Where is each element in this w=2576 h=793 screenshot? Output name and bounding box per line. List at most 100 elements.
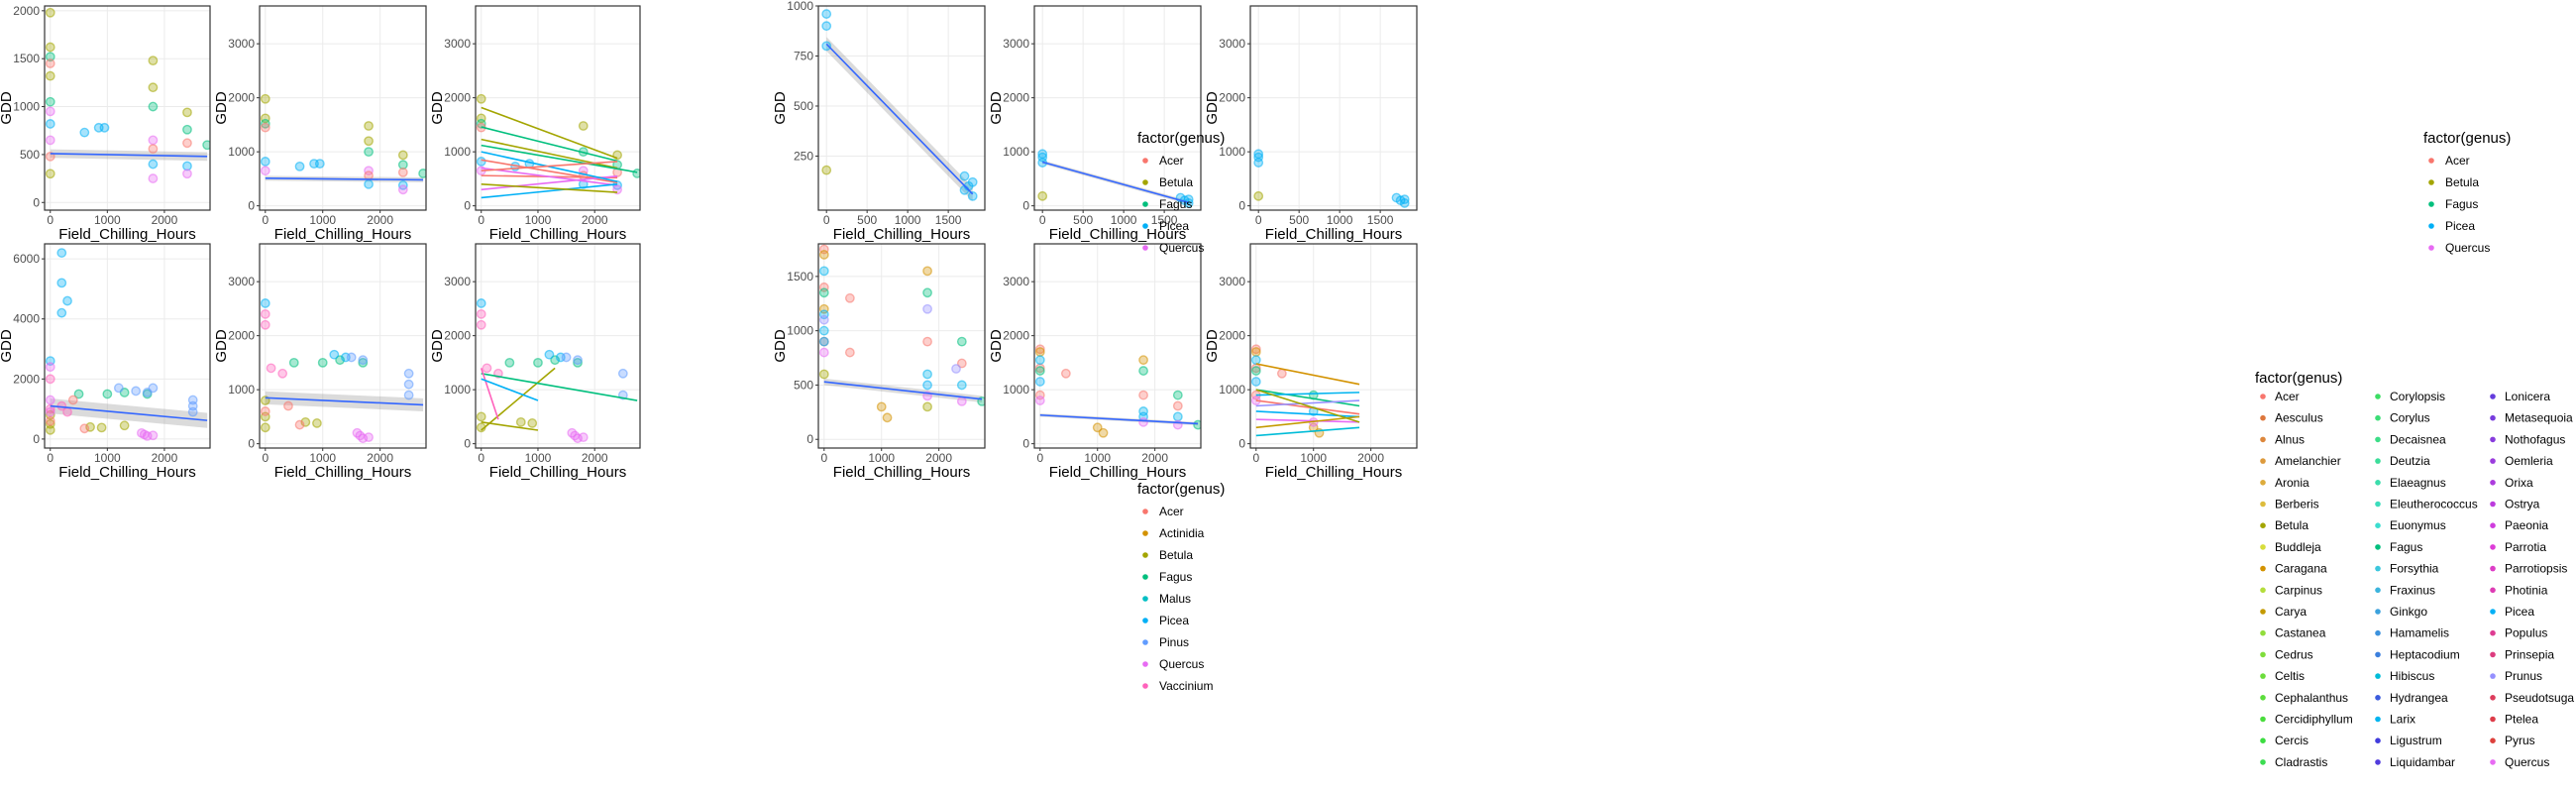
legend-item: Prunus [2505,669,2542,683]
legend-item: Betula [1159,548,1193,562]
x-tick-label: 0 [478,451,484,465]
point-picea [364,178,374,189]
point-picea [62,295,72,306]
point-acer [1250,344,1261,355]
point-quercus [182,169,192,179]
legend-key [2490,394,2496,399]
y-tick-label: 3000 [444,37,471,51]
point-picea [56,307,67,318]
point-acer [956,358,967,369]
x-tick-label: 0 [262,451,268,465]
legend-item: Cephalanthus [2275,691,2348,705]
panel-4: 0 500 1000 15002505007501000Field_Chilling_… [772,0,986,243]
point-quercus [1034,396,1045,405]
point-acer [79,423,90,434]
y-tick-label: 1000 [787,0,813,13]
legend-key [2375,501,2381,508]
point-quercus [1138,416,1148,427]
y-tick-label: 0 [33,432,40,446]
x-tick-label: 0 [478,213,484,227]
legend-key [2375,759,2381,765]
legend-item: Eleutherococcus [2390,498,2478,511]
gridlines [1034,244,1201,448]
point-fagus [1250,366,1261,376]
point-picea [959,170,970,181]
panel-border [475,5,641,211]
panel-12: 0 1000 2000 0 1000 2000 3000 Field_Chilling_Hou… [1204,243,1418,481]
point-picea [314,159,325,170]
point-prunus [818,314,829,325]
y-tick-label: 750 [794,49,813,62]
point-larix [1172,411,1183,422]
point-fagus [148,101,159,112]
x-tick-label: 2000 [1141,451,1168,465]
legend-key [1142,618,1148,623]
legend-item: Quercus [1159,657,1204,671]
legend-item: Hydrangea [2390,691,2448,705]
legend-item: Ptelea [2505,713,2538,727]
x-tick-label: 2000 [582,213,608,227]
point-acer [1034,344,1045,355]
plot-area [45,7,210,183]
x-tick-label: 0 [47,213,54,227]
plot-area [476,298,638,444]
y-tick-label: 3000 [228,37,255,51]
y-axis-label: GDD [988,329,1005,363]
panel-5: 0 500 1000 1500 0 1000 2000 3000 Field_Chilling_… [988,5,1202,243]
legend-item: Ligustrum [2390,734,2442,747]
y-tick-label: 1500 [787,270,813,283]
fit-line-carya [1255,415,1360,429]
legend-key [2490,480,2496,486]
y-tick-label: 0 [464,437,471,451]
y-tick-label: 0 [1022,199,1029,213]
point-larix [956,380,967,391]
legend-key [2260,629,2266,636]
x-tick-label: 2000 [152,451,178,465]
y-tick-label: 0 [1238,199,1245,213]
point-pinus [403,379,414,390]
legend-item: Picea [1159,614,1189,627]
legend-item: Cercidiphyllum [2275,713,2353,727]
point-betula [922,401,932,412]
panel-border [817,5,986,211]
legend-item: Amelanchier [2275,454,2341,468]
point-acer [45,415,55,426]
x-axis-label: Field_Chilling_Hours [833,226,970,243]
y-tick-label: 2000 [1003,329,1029,343]
legend-key [2490,501,2496,508]
point-betula [260,93,270,104]
gridlines [1034,6,1201,210]
point-pinus [403,390,414,400]
legend-item: Deutzia [2390,454,2430,468]
point-picea [294,161,305,171]
point-larix [818,266,829,277]
legend-layer: factor(genus) Acer Betula Fagus Picea Quercus… [1137,130,2574,769]
legend-key [2260,695,2266,701]
plot-layer: 0 1000 20000500100015002000Field_Chilling_… [0,0,1418,481]
panel-border [475,243,641,449]
legend-item: Nothofagus [2505,432,2565,446]
fit-line-picea [1255,410,1360,418]
legend-key [1142,552,1148,558]
point-betula [476,411,486,422]
legend-item: Carya [2275,605,2307,619]
legend-item: Fagus [2390,540,2422,554]
y-axis-label: GDD [988,91,1005,125]
panel-background [818,6,985,210]
panel-background [1034,6,1201,210]
panel-border [1033,5,1202,211]
plot-area [45,248,208,441]
point-vaccinium [45,374,55,385]
legend-item: Hibiscus [2390,669,2434,683]
x-tick-label: 1000 [94,213,121,227]
legend-key [2428,223,2434,229]
legend-key [2375,522,2381,528]
point-quercus [148,430,159,441]
x-tick-label: 1000 [309,451,336,465]
panel-7: 0 1000 2000 0 2000 4000 6000 Field_Chilling_Hou… [0,243,211,481]
plot-area [260,298,424,444]
y-tick-label: 2000 [444,329,471,343]
fit-line-betula [481,106,618,160]
y-tick-label: 2000 [228,329,255,343]
fit-line-quercus [1255,418,1360,423]
